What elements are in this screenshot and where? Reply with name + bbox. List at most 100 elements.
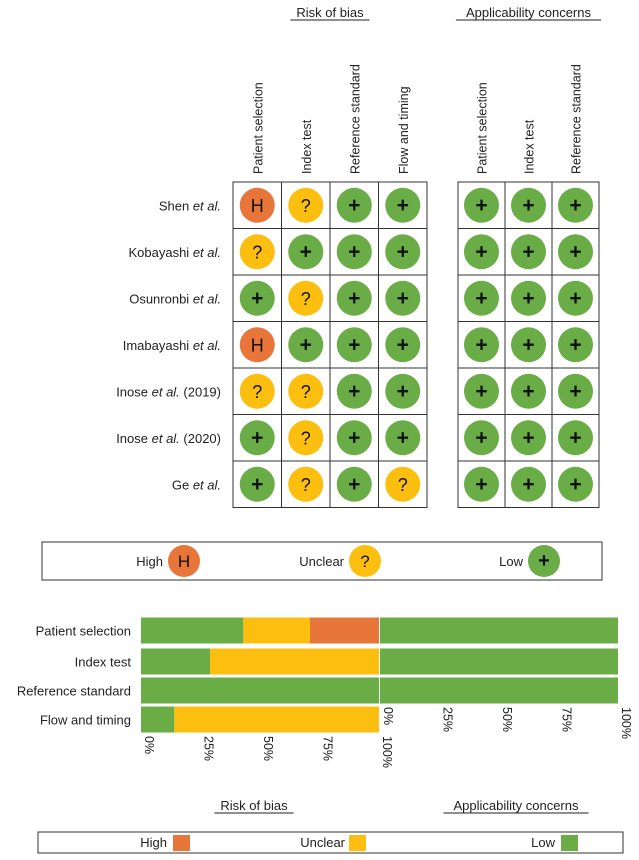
symbol-legend: High H Unclear? Low +: [41, 541, 603, 581]
rob-cell: +: [385, 373, 421, 409]
applicability-rating-symbol: +: [475, 194, 487, 217]
applicability-column-label: Index test: [523, 119, 537, 174]
rob-rating-symbol: +: [348, 194, 360, 217]
symbol-legend-label: Low: [499, 554, 523, 569]
applicability-cell: +: [464, 234, 499, 270]
applicability-rating-symbol: +: [522, 333, 534, 356]
rob-cell: +: [288, 327, 324, 363]
study-year: (2019): [180, 384, 221, 399]
study-etal: et al.: [193, 198, 221, 213]
rob-cell: +: [336, 373, 372, 409]
applicability-rating-symbol: +: [475, 333, 487, 356]
bar-segment-unclear: [243, 617, 310, 644]
bar-legend-item: Low: [531, 835, 578, 851]
applicability-rating-marker: [464, 280, 499, 316]
study-etal: et al.: [193, 245, 221, 260]
applicability-cell: +: [511, 187, 546, 223]
applicability-cell: +: [464, 373, 499, 409]
study-label: Ge et al.: [172, 477, 221, 492]
applicability-cell: +: [558, 373, 593, 409]
applicability-cell: +: [511, 373, 546, 409]
study-label: Kobayashi et al.: [128, 245, 221, 260]
symbol-legend-label: High: [136, 554, 163, 569]
bar-tick-label: 25%: [441, 707, 455, 732]
applicability-cell: +: [558, 327, 593, 363]
applicability-rating-marker: [558, 327, 593, 363]
study-name: Shen: [159, 198, 193, 213]
applicability-cell: +: [558, 187, 593, 223]
rob-rating-symbol: +: [397, 380, 409, 403]
study-name: Osunronbi: [129, 291, 193, 306]
rob-cell: +: [385, 327, 421, 363]
rob-cell: ?: [288, 373, 324, 409]
rob-rating-symbol: +: [348, 287, 360, 310]
rob-column-label: Patient selection: [251, 82, 265, 174]
applicability-cell: +: [511, 466, 546, 502]
applicability-rating-symbol: +: [569, 380, 581, 403]
rob-rating-symbol: +: [397, 287, 409, 310]
study-label: Shen et al.: [159, 198, 221, 213]
study-label: Inose et al. (2020): [116, 431, 221, 446]
bar-panel-title: Risk of bias: [220, 798, 288, 813]
bar-panel-title: Applicability concerns: [453, 798, 579, 813]
rob-cell: +: [239, 466, 275, 502]
rob-rating-marker: [288, 234, 324, 270]
applicability-cell: +: [511, 234, 546, 270]
bar-legend: High Unclear Low: [37, 831, 624, 854]
study-etal: et al.: [193, 338, 221, 353]
bar-segment-low: [380, 677, 618, 704]
rob-cell: ?: [288, 420, 324, 456]
rob-rating-marker: [239, 466, 275, 502]
symbol-legend-marker: [528, 545, 560, 577]
applicability-rating-marker: [558, 187, 593, 223]
rob-rating-marker: [239, 373, 275, 409]
applicability-rating-symbol: +: [569, 426, 581, 449]
rob-rating-symbol: +: [251, 426, 263, 449]
applicability-rating-marker: [558, 420, 593, 456]
rob-rating-marker: [288, 420, 324, 456]
applicability-rating-symbol: +: [522, 473, 534, 496]
rob-rating-symbol: ?: [301, 382, 311, 402]
applicability-rating-symbol: +: [475, 426, 487, 449]
bar-tick-label: 100%: [380, 736, 394, 768]
study-label: Inose et al. (2019): [116, 384, 221, 399]
rob-rating-symbol: ?: [301, 475, 311, 495]
rob-cell: ?: [288, 466, 324, 502]
bar-category-label: Patient selection: [36, 624, 131, 639]
rob-cell: H: [239, 187, 275, 223]
rob-rating-symbol: +: [251, 473, 263, 496]
bar-legend-item: Unclear: [300, 835, 366, 851]
bar-segment-low: [141, 706, 175, 733]
applicability-rating-symbol: +: [522, 287, 534, 310]
rob-rating-symbol: H: [251, 196, 264, 216]
applicability-cell: +: [558, 466, 593, 502]
rob-rating-marker: [239, 234, 275, 270]
applicability-rating-symbol: +: [522, 426, 534, 449]
applicability-cell: +: [464, 187, 499, 223]
rob-cell: +: [239, 280, 275, 316]
bar-tick-label: 0%: [381, 707, 395, 725]
rob-rating-marker: [288, 280, 324, 316]
rob-rating-symbol: ?: [301, 196, 311, 216]
applicability-rating-marker: [511, 373, 546, 409]
applicability-rating-symbol: +: [522, 240, 534, 263]
rob-cell: +: [385, 280, 421, 316]
bar-legend-label: Low: [531, 835, 555, 850]
summary-tables: Risk of bias Patient selection Index test R…: [116, 5, 602, 508]
study-year: (2020): [180, 431, 221, 446]
applicability-rating-marker: [464, 466, 499, 502]
applicability-rating-symbol: +: [522, 194, 534, 217]
bar-segment-low: [141, 617, 244, 644]
applicability-rating-symbol: +: [569, 287, 581, 310]
symbol-legend-symbol: ?: [360, 552, 369, 571]
applicability-cell: +: [464, 280, 499, 316]
applicability-cell: +: [464, 420, 499, 456]
bar-segment-unclear: [174, 706, 379, 733]
applicability-rating-marker: [511, 187, 546, 223]
study-etal: et al.: [152, 431, 180, 446]
rob-cell: +: [336, 280, 372, 316]
rob-rating-symbol: +: [348, 380, 360, 403]
symbol-legend-marker: [349, 545, 381, 577]
rob-rating-marker: [385, 373, 421, 409]
